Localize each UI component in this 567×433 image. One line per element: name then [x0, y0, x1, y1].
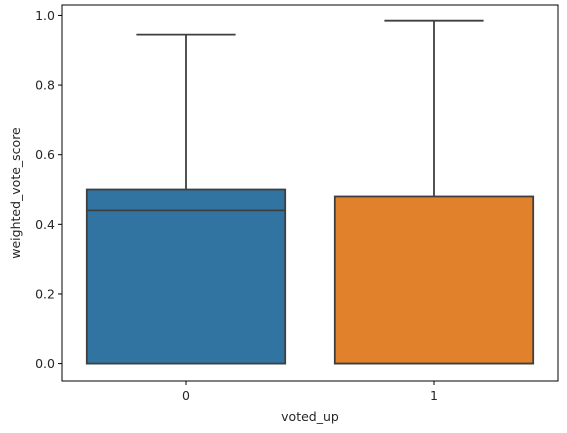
y-tick-label: 0.6	[35, 147, 55, 162]
boxes-layer	[85, 19, 535, 365]
x-tick-label: 0	[182, 388, 190, 403]
y-tick-label: 0.8	[35, 78, 55, 93]
box-body	[333, 195, 535, 365]
box-body	[85, 188, 287, 365]
box-group-0	[85, 33, 287, 365]
plot-area-frame	[61, 4, 559, 382]
x-tick-label: 1	[430, 388, 438, 403]
y-tick-label: 1.0	[35, 8, 55, 23]
y-tick-label: 0.4	[35, 217, 55, 232]
x-axis-label: voted_up	[281, 409, 339, 424]
y-tick-label: 0.0	[35, 356, 55, 371]
y-axis-label: weighted_vote_score	[8, 127, 23, 259]
box-group-1	[333, 19, 535, 365]
y-tick-label: 0.2	[35, 286, 55, 301]
y-axis: 0.0 0.2 0.4 0.6 0.8 1.0	[35, 8, 62, 371]
